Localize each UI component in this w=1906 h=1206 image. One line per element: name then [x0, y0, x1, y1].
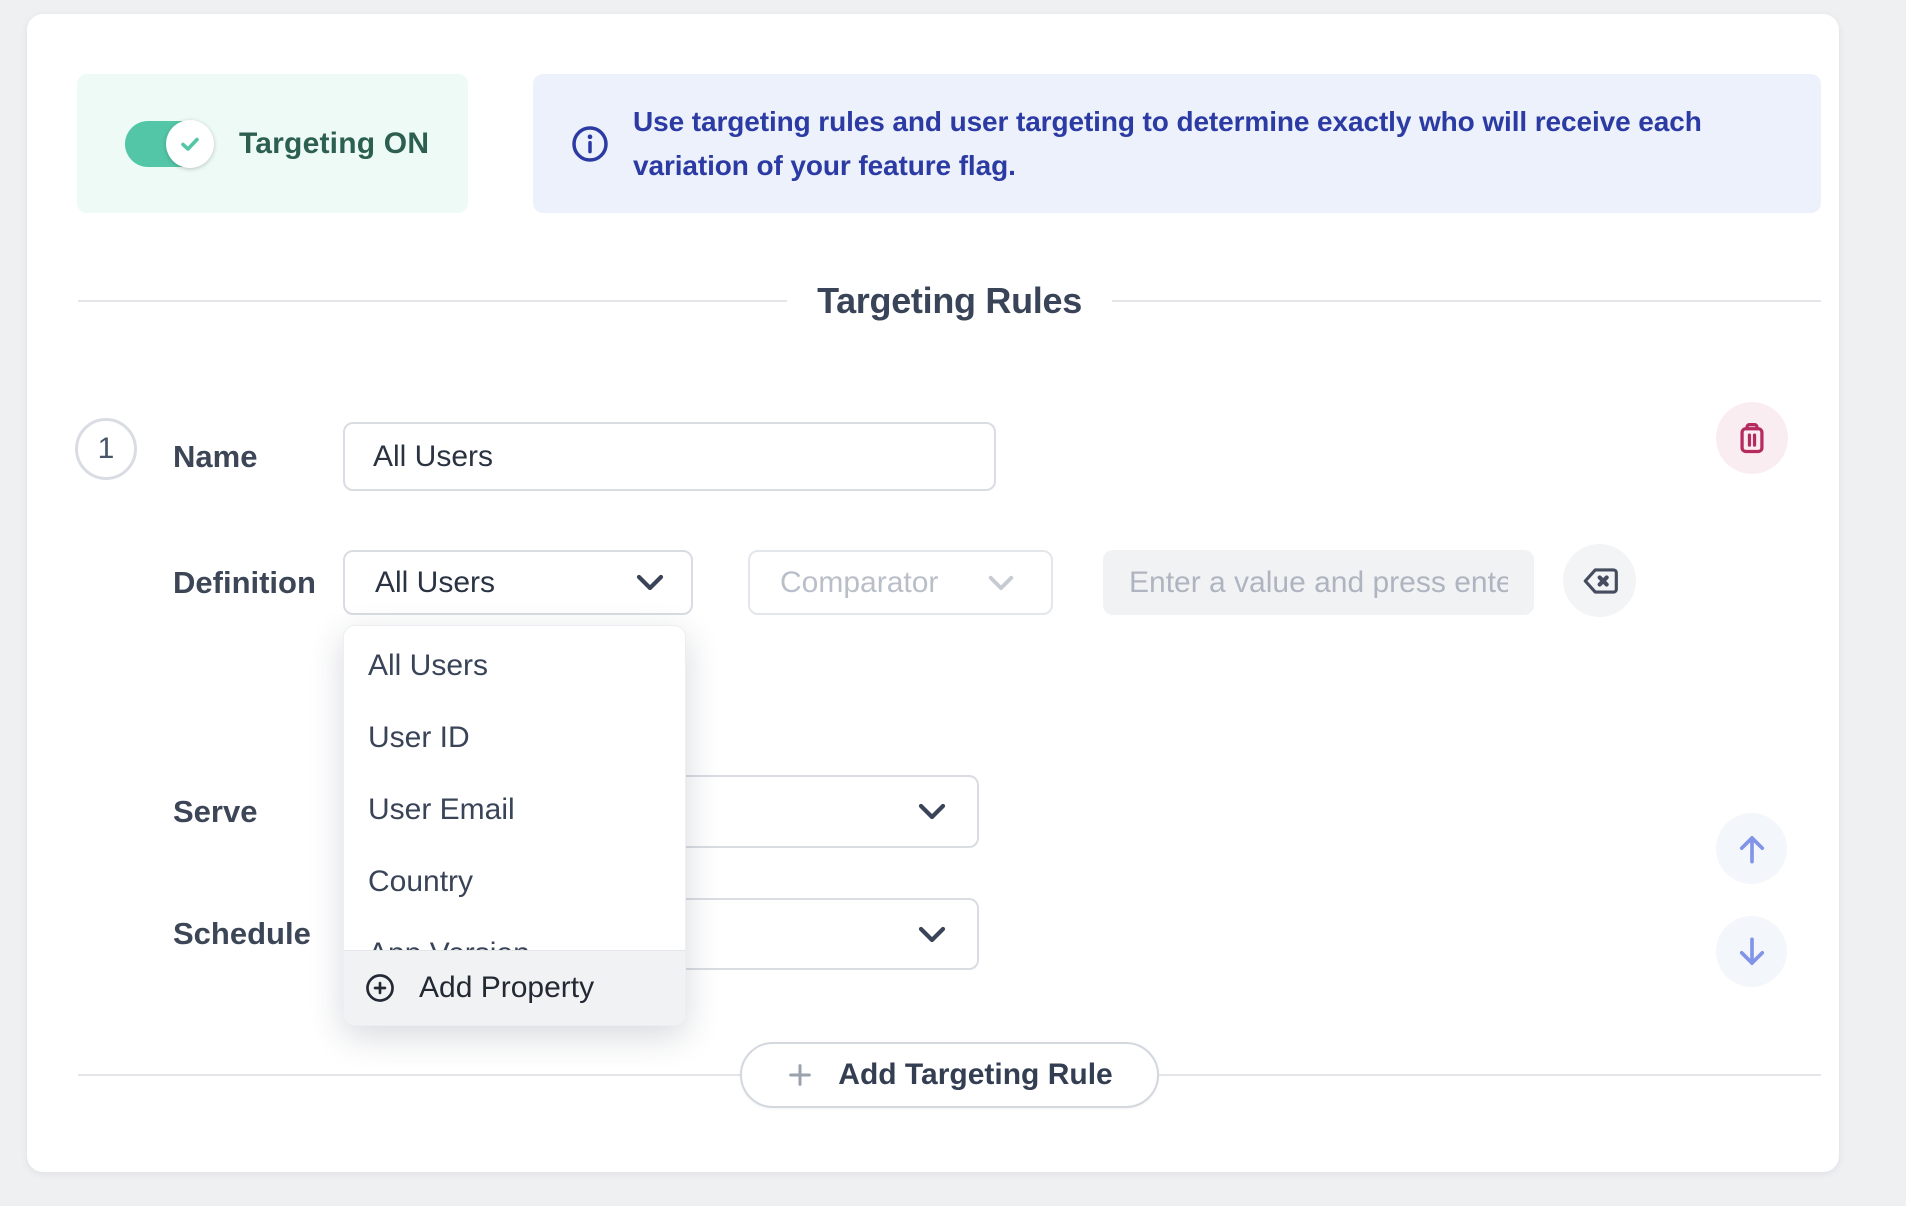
- dropdown-item-all-users[interactable]: All Users: [368, 649, 489, 682]
- schedule-label: Schedule: [173, 916, 311, 951]
- name-label: Name: [173, 438, 258, 474]
- backspace-icon: [1583, 567, 1618, 594]
- add-targeting-rule-label: Add Targeting Rule: [838, 1058, 1113, 1091]
- definition-dropdown-list: All Users User ID User Email Country App…: [344, 626, 685, 950]
- trash-icon: [1740, 423, 1764, 454]
- toggle-knob: [166, 119, 214, 168]
- comparison-value-input[interactable]: [1103, 550, 1534, 615]
- plus-icon: [786, 1061, 814, 1089]
- divider: [1158, 1074, 1822, 1076]
- chevron-down-icon: [917, 925, 947, 944]
- info-banner-text: Use targeting rules and user targeting t…: [633, 105, 1702, 181]
- rule-name-input[interactable]: [343, 422, 996, 491]
- add-property-label: Add Property: [419, 971, 595, 1005]
- arrow-down-icon: [1739, 937, 1764, 965]
- dropdown-item-app-version[interactable]: App Version: [344, 918, 685, 950]
- check-icon: [181, 137, 199, 151]
- add-property-button[interactable]: Add Property: [344, 950, 685, 1025]
- divider: [1111, 300, 1821, 302]
- definition-label: Definition: [173, 564, 316, 600]
- chevron-down-icon: [987, 574, 1015, 592]
- serve-label: Serve: [173, 793, 258, 829]
- targeting-toggle-box: Targeting ON: [77, 74, 468, 213]
- section-title: Targeting Rules: [817, 280, 1082, 321]
- dropdown-item-user-id[interactable]: User ID: [368, 721, 470, 754]
- dropdown-item-user-email[interactable]: User Email: [368, 793, 515, 826]
- arrow-up-icon: [1739, 835, 1764, 863]
- targeting-toggle[interactable]: [125, 119, 214, 168]
- definition-select[interactable]: All Users: [343, 550, 693, 615]
- add-rule-row: Add Targeting Rule: [78, 1042, 1822, 1108]
- info-icon: [570, 124, 610, 164]
- comparator-select-placeholder: Comparator: [780, 565, 939, 599]
- chevron-down-icon: [635, 573, 665, 592]
- move-rule-up-button[interactable]: [1716, 813, 1787, 884]
- clear-value-button[interactable]: [1563, 544, 1636, 617]
- divider: [78, 1074, 741, 1076]
- add-targeting-rule-button[interactable]: Add Targeting Rule: [740, 1042, 1159, 1108]
- section-header: Targeting Rules: [78, 266, 1821, 336]
- move-rule-down-button[interactable]: [1716, 916, 1787, 987]
- definition-select-value: All Users: [375, 565, 496, 599]
- definition-dropdown-menu: All Users User ID User Email Country App…: [343, 625, 686, 1026]
- targeting-toggle-label: Targeting ON: [239, 126, 430, 160]
- delete-rule-button[interactable]: [1716, 402, 1788, 474]
- targeting-card: Targeting ON Use targeting rules and use…: [27, 14, 1839, 1172]
- info-banner: Use targeting rules and user targeting t…: [533, 74, 1821, 213]
- rule-number-badge: 1: [75, 418, 137, 480]
- plus-circle-icon: [366, 974, 394, 1003]
- dropdown-item-country[interactable]: Country: [368, 865, 474, 898]
- comparator-select[interactable]: Comparator: [748, 550, 1053, 615]
- chevron-down-icon: [917, 802, 947, 821]
- divider: [78, 300, 788, 302]
